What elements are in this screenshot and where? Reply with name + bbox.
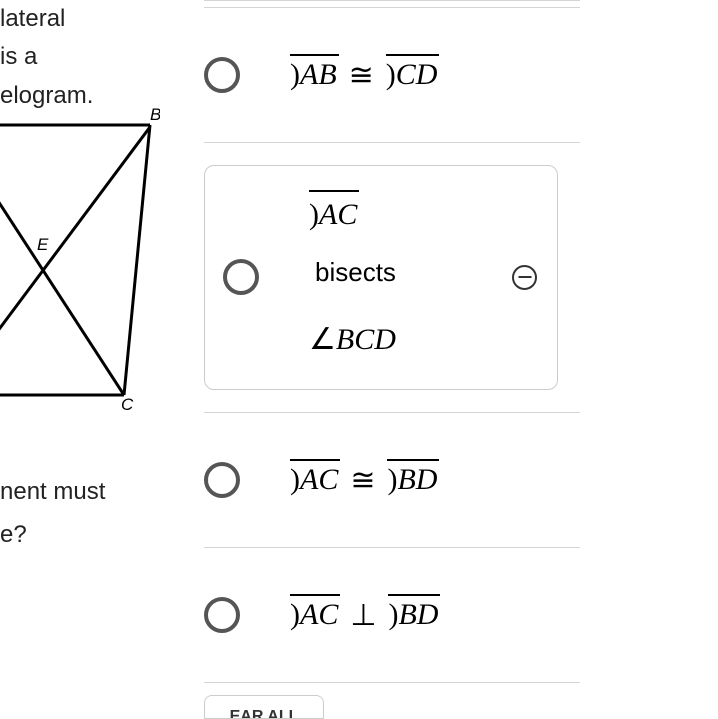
math-expression: )AC ≅ )BD [290,463,580,498]
vertex-c-label: C [121,395,134,410]
radio-button[interactable] [204,462,240,498]
q-line: e? [0,513,105,556]
seg-label: AB [300,58,337,91]
seg-label: BD [398,598,438,631]
math-expression: )AB ≅ )CD [290,58,580,93]
selected-option-box: )AC bisects ∠BCD [204,165,558,389]
option-ac-bisects[interactable]: )AC bisects ∠BCD [204,143,580,413]
congruent-symbol: ≅ [349,58,374,93]
radio-button[interactable] [223,259,259,295]
options-panel: )AB ≅ )CD )AC bisects ∠BCD )AC ≅ )BD )AC… [204,0,580,683]
q-line: nent must [0,470,105,513]
angle-label: BCD [336,323,396,356]
remove-icon[interactable] [512,265,537,290]
question-text-bottom: nent must e? [0,470,105,556]
clear-all-button[interactable]: EAR ALL [204,695,324,719]
seg-label: AC [300,598,338,631]
radio-button[interactable] [204,597,240,633]
seg-label: BD [397,463,437,496]
option-ab-cd[interactable]: )AB ≅ )CD [204,8,580,143]
seg-label: AC [319,198,357,231]
angle-symbol: ∠ [309,323,336,356]
option-ac-bd-perp[interactable]: )AC ⊥ )BD [204,548,580,683]
row-divider-top [204,0,580,8]
option-ac-bd-cong[interactable]: )AC ≅ )BD [204,413,580,548]
seg-label: CD [396,58,438,91]
vertex-b-label: B [150,105,160,124]
q-line: lateral [0,0,180,38]
question-text-top: lateral is a elogram. [0,0,180,115]
radio-button[interactable] [204,57,240,93]
seg-label: AC [300,463,338,496]
q-line: is a [0,38,180,76]
vertex-e-label: E [37,235,49,254]
math-expression: )AC ⊥ )BD [290,598,580,633]
congruent-symbol: ≅ [350,463,375,498]
bisects-label: bisects [315,254,396,290]
parallelogram-diagram: B C E [0,105,160,410]
math-expression: )AC bisects ∠BCD [309,194,512,360]
perpendicular-symbol: ⊥ [350,598,376,633]
